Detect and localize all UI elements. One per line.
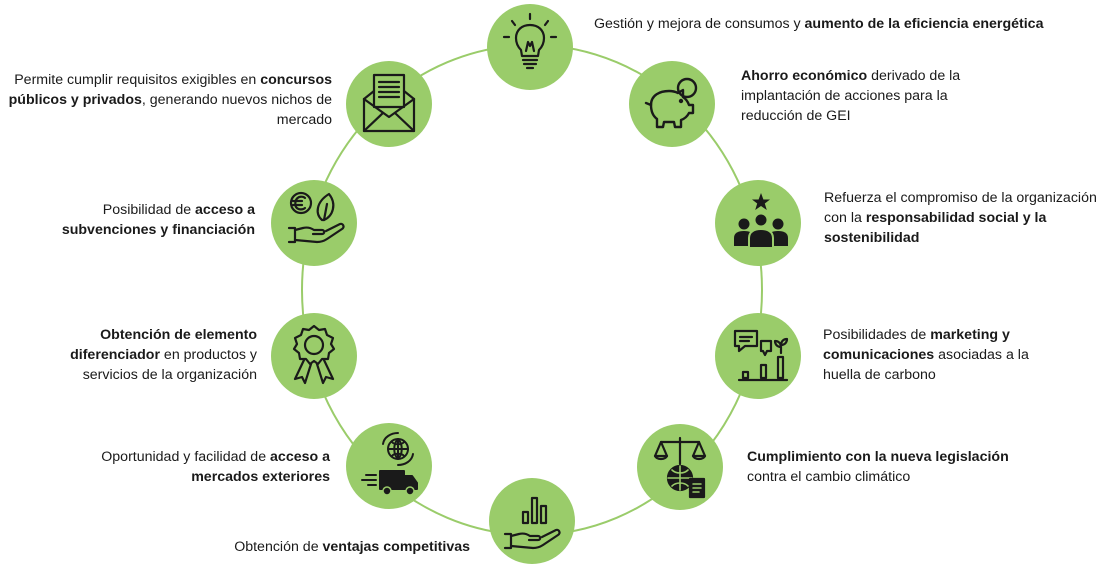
benefit-text-savings: Ahorro económico derivado de la implanta…: [741, 68, 961, 124]
benefit-text-subsidies: Posibilidad de acceso a subvenciones y f…: [61, 202, 255, 238]
globe-truck-icon: [361, 432, 418, 496]
benefit-text-energy-efficiency: Gestión y mejora de consumos y aumento d…: [594, 16, 1044, 32]
hand-bar-chart-icon: [503, 496, 561, 550]
benefit-circle-energy-efficiency: [487, 4, 573, 90]
benefit-circle-foreign-markets: [346, 423, 432, 509]
benefit-circle-subsidies: [271, 180, 357, 266]
benefit-circle-competitive-advantage: [489, 478, 575, 564]
euro-leaf-hand-icon: [287, 191, 345, 244]
benefit-text-competitive-advantage: Obtención de ventajas competitivas: [234, 539, 470, 555]
piggy-bank-icon: [644, 77, 698, 129]
benefit-text-social-responsibility: Refuerza el compromiso de la organizació…: [824, 190, 1097, 246]
document-envelope-icon: [362, 73, 416, 133]
people-star-icon: [734, 193, 788, 249]
benefit-text-legislation: Cumplimiento con la nueva legislación co…: [747, 449, 1009, 485]
benefit-text-public-tenders: Permite cumplir requisitos exigibles en …: [8, 72, 332, 128]
benefit-circle-social-responsibility: [715, 180, 801, 266]
benefit-circle-savings: [629, 61, 715, 147]
marketing-chat-chart-icon: [733, 329, 789, 382]
scales-globe-document-icon: [653, 436, 707, 499]
benefit-text-differentiation: Obtención de elemento diferenciador en p…: [70, 327, 257, 383]
award-rosette-icon: [292, 324, 336, 385]
benefit-text-foreign-markets: Oportunidad y facilidad de acceso a merc…: [101, 449, 330, 485]
benefit-circle-public-tenders: [346, 61, 432, 147]
benefit-circle-legislation: [637, 424, 723, 510]
benefit-circle-differentiation: [271, 313, 357, 399]
benefit-circle-marketing: [715, 313, 801, 399]
lightbulb-icon: [502, 12, 558, 70]
benefit-text-marketing: Posibilidades de marketing y comunicacio…: [823, 327, 1029, 383]
